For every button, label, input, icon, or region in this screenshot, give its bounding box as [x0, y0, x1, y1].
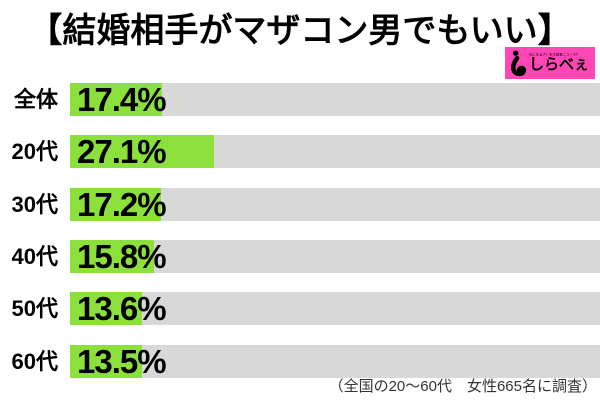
value-label: 17.4% — [77, 81, 167, 118]
bar-track: 27.1% — [70, 133, 600, 170]
category-label: 50代 — [11, 296, 58, 321]
bar-fill — [70, 83, 163, 116]
logo-name: しらべぇ — [529, 56, 590, 73]
category-label: 30代 — [11, 192, 58, 217]
category-label: 40代 — [11, 244, 58, 269]
bar-track: 17.4% — [70, 81, 600, 118]
category-label: 60代 — [11, 349, 58, 374]
bar-track: 15.8% — [70, 238, 600, 275]
value-label: 15.8% — [77, 238, 167, 275]
bar-fill — [70, 188, 162, 221]
value-label: 13.5% — [77, 343, 167, 380]
category-label: 20代 — [11, 139, 58, 164]
shirabee-mark-icon — [509, 49, 527, 77]
value-label: 17.2% — [77, 186, 167, 223]
bar-fill — [70, 345, 142, 378]
chart-title: 【結婚相手がマザコン男でもいい】 — [28, 12, 572, 50]
logo-text-block: 気になるアレを大調査ニュース!! しらべぇ — [529, 53, 592, 73]
bar-row: 40代 15.8% — [0, 238, 600, 275]
bar-fill — [70, 292, 143, 325]
bar-row: 20代 27.1% — [0, 133, 600, 170]
category-label: 全体 — [13, 87, 58, 112]
value-label: 27.1% — [77, 133, 167, 170]
bar-row: 30代 17.2% — [0, 186, 600, 223]
bar-row: 50代 13.6% — [0, 290, 600, 327]
value-label: 13.6% — [77, 290, 167, 327]
logo-tagline: 気になるアレを大調査ニュース!! — [529, 53, 578, 57]
bar-track: 13.6% — [70, 290, 600, 327]
bar-track: 17.2% — [70, 186, 600, 223]
bar-row: 全体 17.4% — [0, 81, 600, 118]
bar-track: 13.5% — [70, 343, 600, 380]
survey-footnote: （全国の20〜60代 女性665名に調査） — [328, 378, 597, 395]
bar-fill — [70, 240, 154, 273]
shirabee-logo: 気になるアレを大調査ニュース!! しらべぇ — [505, 47, 595, 79]
bar-row: 60代 13.5% — [0, 343, 600, 380]
bar-fill — [70, 135, 214, 168]
